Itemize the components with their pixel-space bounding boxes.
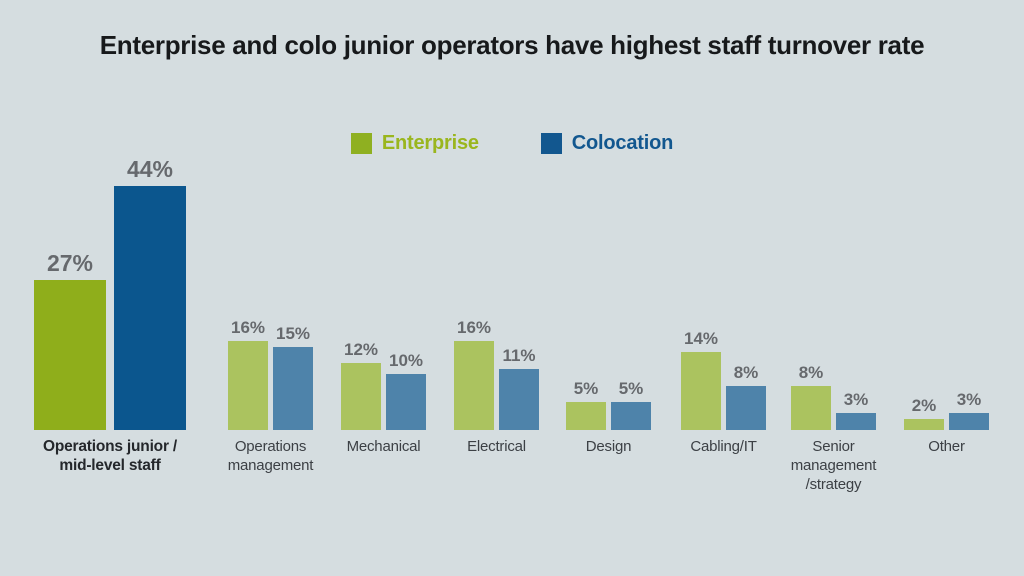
bar-enterprise bbox=[34, 280, 106, 430]
value-label-colocation: 44% bbox=[126, 156, 174, 182]
legend-label-enterprise: Enterprise bbox=[381, 132, 479, 154]
value-label-colocation: 3% bbox=[843, 390, 869, 409]
category-label: Mechanical bbox=[346, 438, 421, 455]
legend-item-colocation: Colocation bbox=[540, 132, 674, 155]
value-label-enterprise: 8% bbox=[798, 363, 824, 382]
bar-colocation bbox=[499, 369, 539, 430]
legend-label-colocation: Colocation bbox=[571, 132, 674, 154]
bar-colocation bbox=[386, 374, 426, 430]
bar-colocation bbox=[273, 347, 313, 430]
bar-colocation bbox=[836, 413, 876, 430]
bar-enterprise bbox=[681, 352, 721, 430]
category-label: Electrical bbox=[467, 438, 526, 455]
value-label-colocation: 8% bbox=[733, 363, 759, 382]
bar-enterprise bbox=[566, 402, 606, 430]
bar-enterprise bbox=[904, 419, 944, 430]
chart-title: Enterprise and colo junior operators hav… bbox=[99, 30, 925, 60]
bar-colocation bbox=[726, 386, 766, 430]
value-label-colocation: 10% bbox=[388, 351, 424, 370]
category-label: Operations management bbox=[227, 438, 314, 474]
bar-enterprise bbox=[454, 341, 494, 430]
bar-colocation bbox=[611, 402, 651, 430]
bar-enterprise bbox=[791, 386, 831, 430]
value-label-enterprise: 2% bbox=[911, 396, 937, 415]
bar-enterprise bbox=[228, 341, 268, 430]
value-label-enterprise: 16% bbox=[456, 318, 492, 337]
bar-enterprise bbox=[341, 363, 381, 430]
value-label-enterprise: 12% bbox=[343, 340, 379, 359]
chart-legend: Enterprise Colocation bbox=[0, 132, 1024, 155]
legend-item-enterprise: Enterprise bbox=[350, 132, 479, 155]
value-label-colocation: 15% bbox=[275, 324, 311, 343]
value-label-enterprise: 27% bbox=[46, 250, 94, 276]
enterprise-swatch-icon bbox=[350, 133, 372, 154]
value-label-colocation: 11% bbox=[502, 346, 536, 365]
bar-colocation bbox=[114, 186, 186, 430]
value-label-colocation: 5% bbox=[618, 379, 644, 398]
category-label: Design bbox=[585, 438, 632, 455]
value-label-colocation: 3% bbox=[956, 390, 982, 409]
category-label: Other bbox=[928, 438, 965, 455]
value-label-enterprise: 16% bbox=[230, 318, 266, 337]
category-label: Senior management /strategy bbox=[790, 438, 877, 493]
category-label: Cabling/IT bbox=[690, 438, 757, 455]
category-label: Operations junior / mid-level staff bbox=[43, 438, 177, 474]
colocation-swatch-icon bbox=[540, 133, 562, 154]
value-label-enterprise: 14% bbox=[683, 329, 719, 348]
value-label-enterprise: 5% bbox=[573, 379, 599, 398]
bar-colocation bbox=[949, 413, 989, 430]
